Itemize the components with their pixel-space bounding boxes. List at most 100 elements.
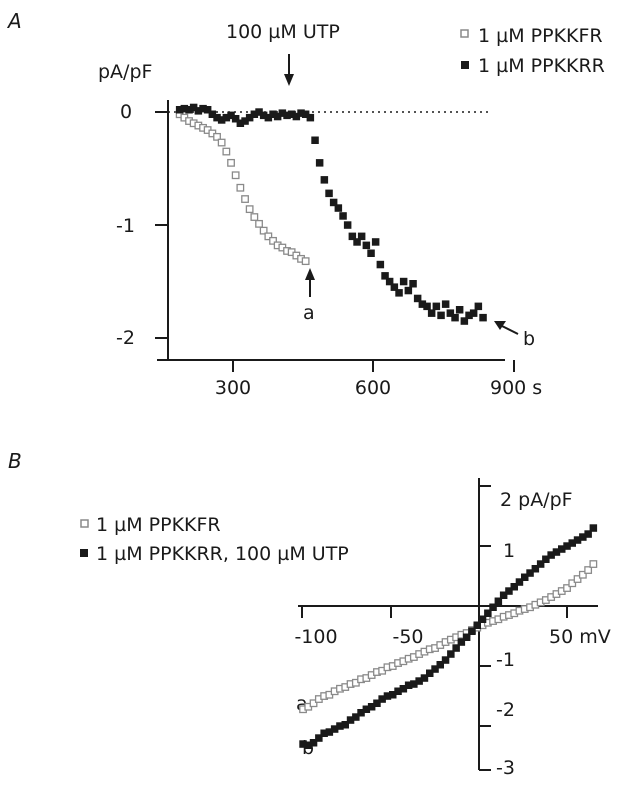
panel-a-legend-label-0: 1 µM PPKKFR — [478, 25, 603, 47]
panel-b-series-1-point — [521, 573, 529, 581]
panel-b-legend-label-1: 1 µM PPKKRR, 100 µM UTP — [96, 543, 349, 565]
panel-b-series-1-point — [473, 621, 481, 629]
panel-b-series-1-point — [579, 533, 587, 541]
panel-a-series-1-point — [418, 300, 427, 308]
panel-a-series-1-point — [311, 136, 319, 144]
panel-b-series-1-point — [378, 695, 386, 703]
panel-a-point-label-b: b — [523, 328, 535, 350]
panel-a-series-1-point — [287, 110, 296, 118]
panel-a-series-0-point — [264, 232, 273, 241]
panel-b-series-1-point — [309, 739, 318, 747]
panel-b-series-1-point — [367, 703, 376, 711]
panel-a-series-0-point — [227, 158, 235, 167]
panel-a-series-1-point — [306, 113, 315, 122]
panel-b-series-1-point — [341, 721, 349, 729]
panel-b-series-1-point — [304, 741, 312, 749]
panel-a: A pA/pF 0 -1 -2 300 600 900 s 100 µM UTP… — [6, 9, 605, 399]
panel-b-series-1-point — [383, 692, 392, 700]
panel-b: B 2 pA/pF 1 -1 -2 -3 -100 -50 50 mV a b … — [8, 449, 611, 779]
panel-a-series-1-point — [362, 241, 371, 250]
panel-a-series-1-point — [376, 260, 385, 269]
panel-b-series-1-point — [499, 591, 508, 599]
panel-a-xtick-label-2: 900 s — [490, 377, 542, 399]
panel-a-series-1-point — [353, 238, 361, 246]
panel-a-series-0-point — [222, 147, 231, 156]
panel-a-series-1-point — [269, 110, 277, 118]
panel-a-series-1-point — [259, 111, 268, 120]
panel-b-ytick-label-3: -2 — [496, 699, 515, 721]
panel-b-series-1-point — [394, 687, 402, 695]
panel-a-series-0-point — [269, 236, 277, 245]
panel-b-series-1-point — [494, 597, 503, 605]
panel-b-series-1-point — [478, 615, 487, 623]
panel-a-series-1-point — [451, 313, 459, 322]
panel-a-series-1-point — [455, 306, 464, 314]
panel-a-series-1-point — [185, 106, 193, 114]
panel-b-legend-label-0: 1 µM PPKKFR — [96, 514, 221, 536]
panel-b-xtick-label-2: 50 mV — [549, 626, 611, 648]
panel-b-series-1-point — [299, 740, 307, 748]
panel-a-series-1-point — [208, 110, 217, 118]
panel-b-series-1-point — [330, 725, 339, 733]
panel-a-series-1-point — [446, 309, 455, 317]
panel-a-series-1-point — [395, 289, 403, 297]
panel-a-series-0-point — [245, 205, 254, 214]
utp-annotation-arrow-head — [284, 74, 294, 86]
panel-a-series-1-point — [339, 212, 347, 220]
panel-b-series-1-point — [352, 713, 360, 721]
panel-b-series-0-point — [589, 560, 598, 568]
panel-b-series-1-point — [584, 530, 592, 538]
panel-a-series-1-point — [194, 107, 203, 115]
panel-a-series-0-point — [217, 138, 226, 147]
panel-a-legend-label-1: 1 µM PPKKRR — [478, 55, 605, 77]
panel-b-series-1-point — [420, 674, 429, 682]
panel-a-series-1-point — [367, 249, 375, 257]
panel-b-series-1-point — [552, 548, 561, 556]
panel-a-series-1-point — [213, 113, 221, 122]
panel-a-series-1-point — [325, 189, 333, 198]
panel-a-series-1-point — [348, 232, 357, 241]
panel-b-series-1-point — [373, 699, 381, 707]
panel-a-series-1-point — [278, 109, 287, 117]
panel-b-ytick-label-4: -3 — [496, 757, 515, 779]
panel-b-series-1-point — [436, 661, 444, 669]
panel-a-series-1-point — [217, 116, 226, 124]
panel-a-series-1-point — [189, 103, 198, 112]
panel-b-series-1-point — [362, 705, 371, 713]
panel-a-series-1-point — [315, 159, 324, 167]
panel-a-series-1-point — [413, 294, 422, 303]
panel-a-series-0-point — [250, 213, 259, 221]
panel-a-series-0-point — [255, 219, 263, 228]
panel-b-series-1-point — [510, 583, 518, 591]
panel-a-series-1-point — [432, 302, 441, 311]
panel-a-series-1-point — [437, 311, 445, 320]
panel-b-series-1-point — [489, 603, 497, 611]
panel-a-series-1-point — [334, 204, 343, 212]
panel-a-series-1-point — [441, 300, 450, 308]
panel-b-series-1-point — [558, 545, 566, 553]
panel-a-b-arrow-head — [494, 321, 506, 330]
panel-b-series-1-point — [484, 609, 492, 617]
panel-a-series-1-point — [297, 109, 305, 117]
panel-b-series-0-point — [568, 579, 577, 588]
panel-a-series-1-point — [357, 232, 366, 241]
panel-a-ytick-label-0: 0 — [120, 101, 132, 123]
panel-b-ytick-label-1: 1 — [503, 540, 515, 562]
panel-b-series-1-point — [589, 524, 598, 532]
panel-b-series-1-point — [542, 555, 550, 563]
panel-a-series-1-point — [250, 110, 259, 118]
panel-a-series-1-point — [371, 238, 380, 246]
panel-b-series-1-point — [547, 551, 555, 559]
panel-b-series-1-point — [320, 729, 328, 737]
panel-b-series-1-point — [573, 536, 582, 544]
panel-b-series-1-point — [526, 569, 534, 577]
panel-a-letter: A — [6, 9, 22, 33]
panel-b-ytick-label-0: 2 pA/pF — [500, 489, 573, 511]
panel-b-series-1-point — [462, 633, 471, 641]
utp-annotation-label: 100 µM UTP — [226, 21, 340, 43]
panel-a-series-1-point — [175, 106, 184, 114]
panel-a-series-1-point — [255, 108, 263, 116]
panel-b-ytick-label-2: -1 — [496, 649, 515, 671]
panel-a-series-1-point — [385, 277, 394, 286]
